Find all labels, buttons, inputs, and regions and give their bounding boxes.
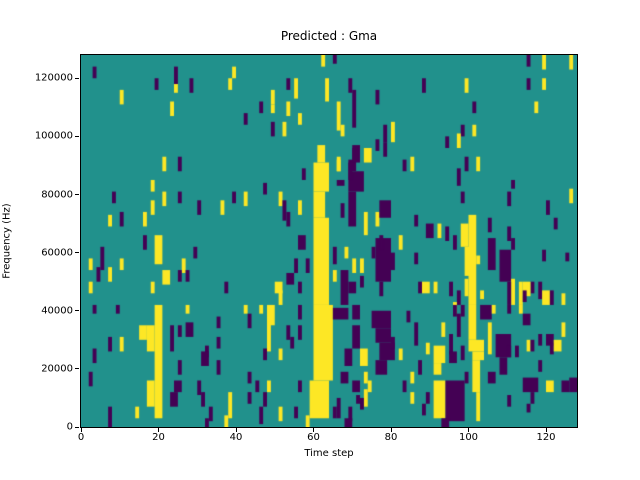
x-tick-mark <box>80 428 82 432</box>
y-tick-label: 40000 <box>41 305 73 317</box>
x-tick-label: 80 <box>384 432 398 443</box>
y-tick-label: 20000 <box>41 363 73 375</box>
x-tick-mark <box>468 428 469 432</box>
x-tick-mark <box>235 428 237 432</box>
y-tick-mark <box>75 368 79 370</box>
x-tick-mark <box>158 428 159 432</box>
heatmap-canvas <box>81 55 577 427</box>
chart-title: Predicted : Gma <box>280 29 378 43</box>
x-tick-mark <box>313 428 314 432</box>
x-tick-label: 20 <box>152 432 165 443</box>
x-tick-label: 0 <box>77 432 85 443</box>
x-axis-label: Time step <box>304 448 354 459</box>
x-tick-label: 100 <box>458 432 479 443</box>
y-tick-mark <box>75 310 79 312</box>
x-tick-mark <box>545 428 547 432</box>
x-tick-mark <box>390 428 392 432</box>
x-tick-label: 120 <box>536 432 556 443</box>
y-tick-mark <box>75 135 79 137</box>
x-tick-label: 60 <box>307 432 320 443</box>
y-tick-mark <box>75 77 79 79</box>
y-tick-mark <box>75 426 79 428</box>
y-tick-label: 0 <box>66 421 73 433</box>
y-axis-label: Frequency (Hz) <box>1 203 13 279</box>
plot-area <box>80 54 578 428</box>
y-tick-mark <box>75 194 79 195</box>
y-tick-label: 60000 <box>41 247 73 259</box>
y-tick-label: 80000 <box>41 189 73 200</box>
y-tick-mark <box>75 252 79 254</box>
y-tick-label: 100000 <box>34 130 73 142</box>
x-tick-label: 40 <box>229 432 243 443</box>
y-tick-label: 120000 <box>34 72 73 84</box>
